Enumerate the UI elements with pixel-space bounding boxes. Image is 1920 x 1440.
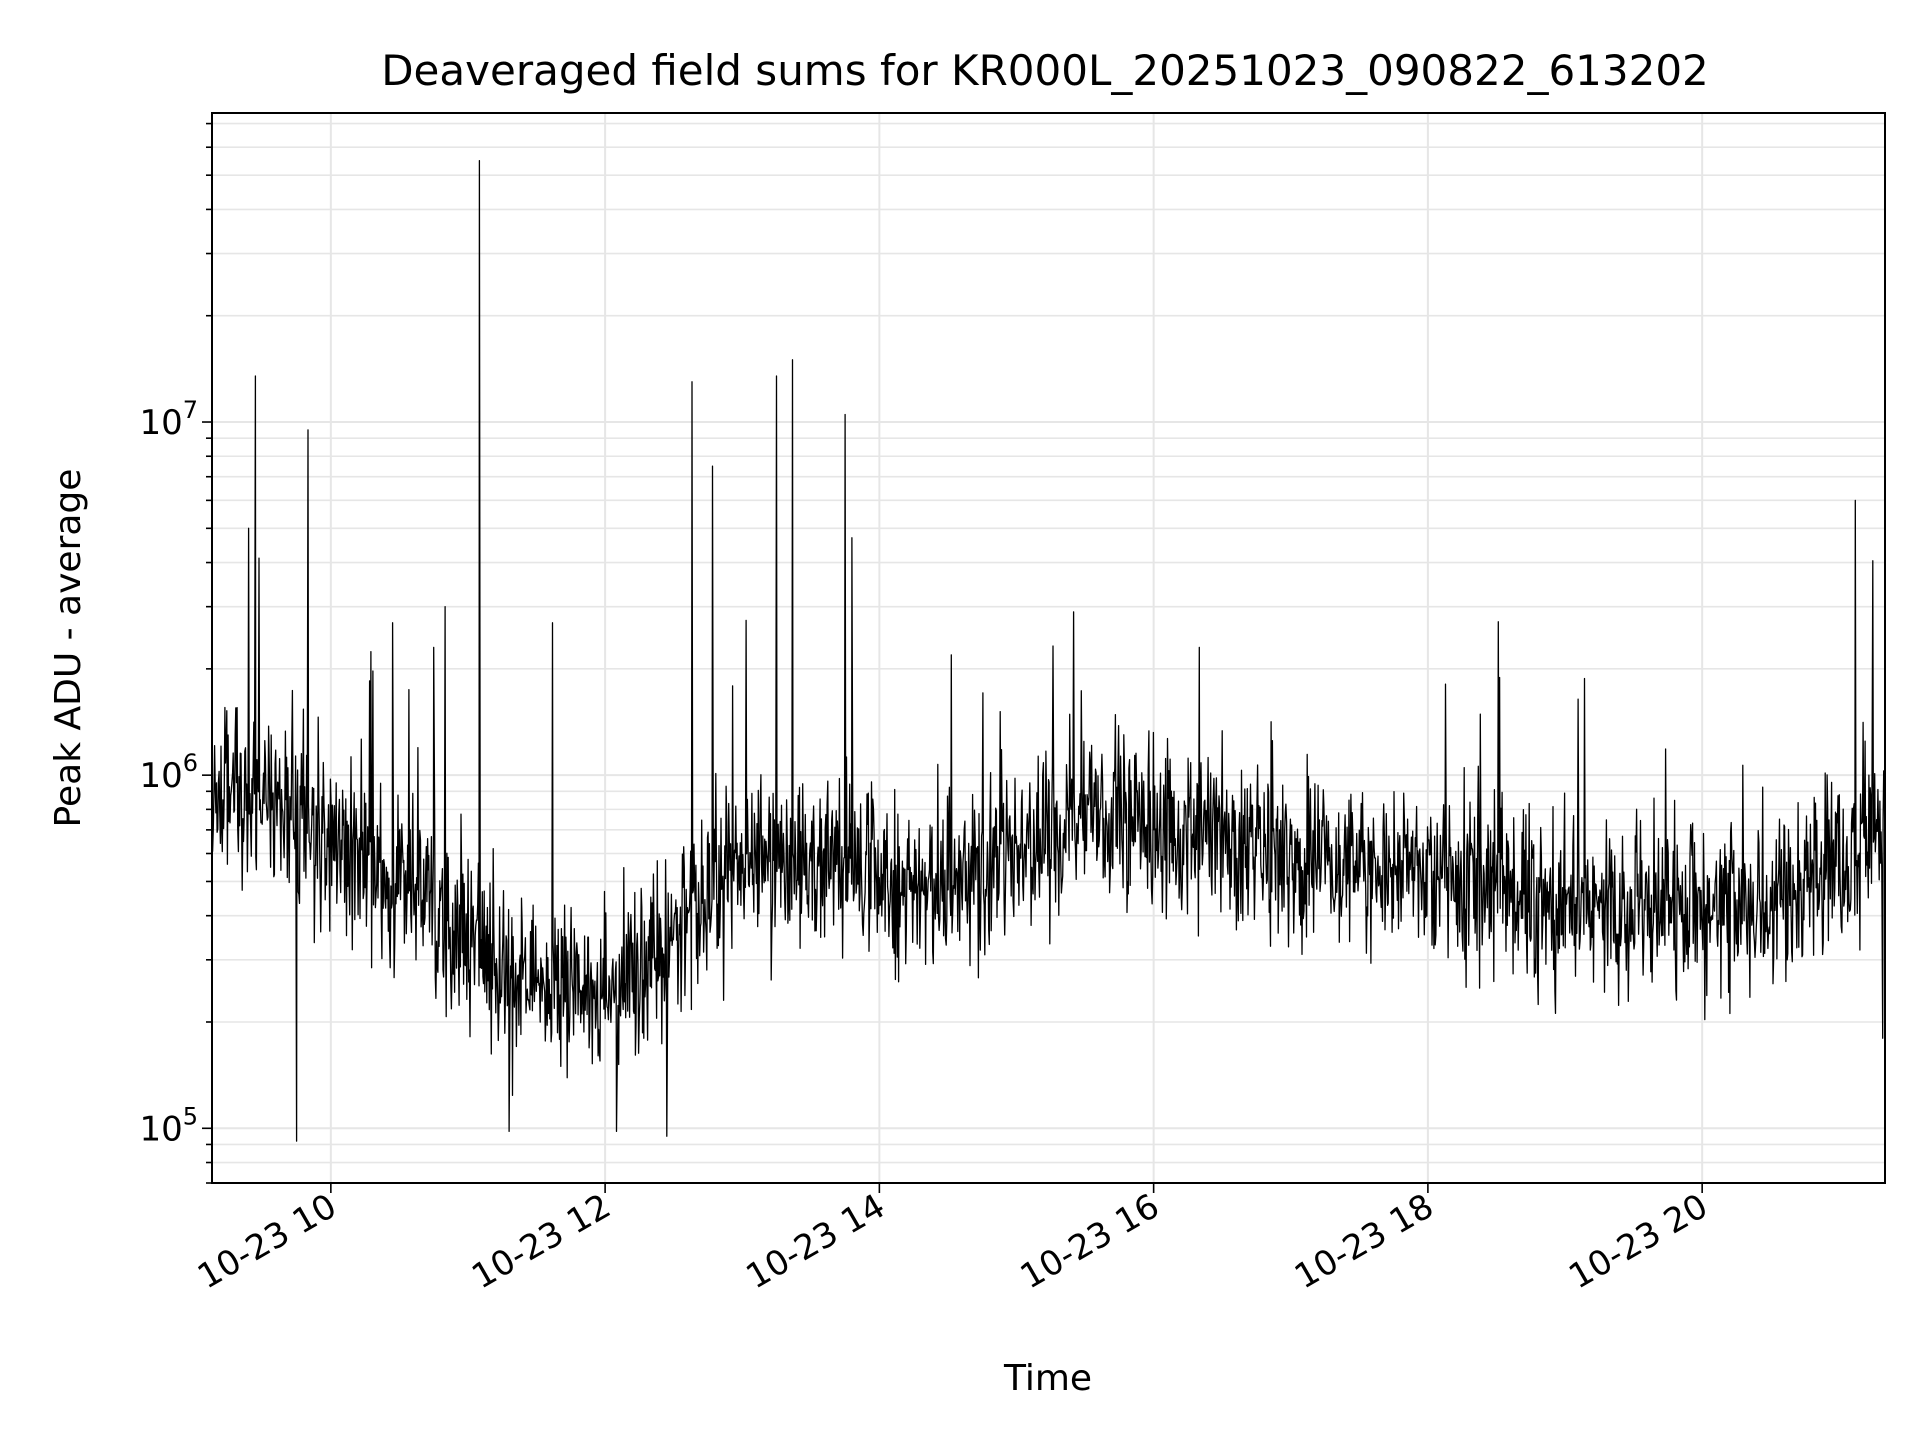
y-tick-label: 105 [139,1102,198,1149]
chart-title: Deaveraged field sums for KR000L_2025102… [381,46,1709,95]
x-axis-label: Time [1003,1358,1092,1399]
series-path [211,159,1886,1142]
plot-frame [211,112,1886,1184]
series-line [211,159,1886,1142]
y-tick-label: 107 [139,396,198,443]
y-axis-label: Peak ADU - average [48,469,89,828]
y-tick-label: 106 [139,749,198,796]
